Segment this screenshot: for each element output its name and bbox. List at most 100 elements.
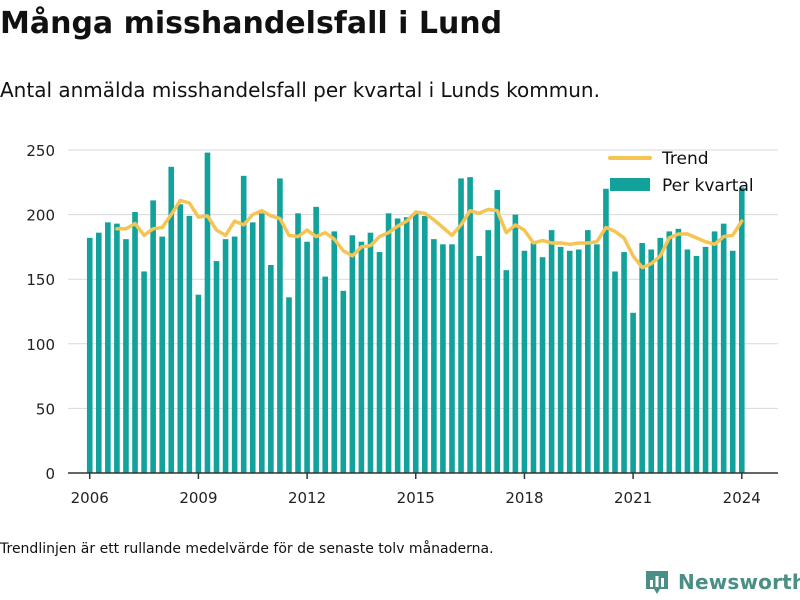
y-tick-label: 0 xyxy=(45,465,55,483)
bar xyxy=(720,223,727,473)
bar xyxy=(630,312,636,473)
bar xyxy=(458,178,464,473)
bar xyxy=(548,230,555,473)
legend: Trend Per kvartal xyxy=(608,149,754,196)
bar xyxy=(258,213,265,474)
y-tick-label: 200 xyxy=(26,207,55,225)
bar xyxy=(132,212,138,474)
bar xyxy=(494,190,501,473)
y-tick-label: 100 xyxy=(26,336,55,354)
bar xyxy=(693,255,700,473)
bar xyxy=(711,231,718,473)
bar xyxy=(286,297,292,473)
x-tick-label: 2024 xyxy=(723,489,761,507)
bar xyxy=(476,255,482,473)
x-tick-label: 2006 xyxy=(71,489,109,507)
x-tick-label: 2015 xyxy=(397,489,435,507)
chart: 0 50 100 150 200 250 2006 2009 2012 2015 2018 2021 2… xyxy=(26,142,778,507)
bar xyxy=(648,249,655,473)
trend-line xyxy=(115,198,744,270)
x-tick-label: 2018 xyxy=(505,489,543,507)
bar xyxy=(612,271,618,473)
bar xyxy=(394,218,401,473)
bar xyxy=(702,246,709,473)
bar xyxy=(431,239,437,473)
bar xyxy=(594,244,600,473)
x-tick-label: 2009 xyxy=(179,489,217,507)
footnote: Trendlinjen är ett rullande medelvärde f… xyxy=(0,541,494,557)
bar xyxy=(331,231,338,473)
bar xyxy=(539,257,546,473)
bar xyxy=(340,290,347,473)
newsworthy-logo: Newsworthy xyxy=(644,568,800,596)
bar xyxy=(123,239,129,473)
y-tick-label: 150 xyxy=(26,271,55,289)
bar xyxy=(585,230,591,473)
bar xyxy=(358,241,365,473)
bar xyxy=(503,270,510,473)
page-title: Många misshandelsfall i Lund xyxy=(0,6,503,41)
axes: 0 50 100 150 200 250 2006 2009 2012 2015 2018 2021 2… xyxy=(26,142,778,507)
bar xyxy=(422,215,428,473)
bar-chart-logo-icon xyxy=(646,571,668,594)
brand-name: Newsworthy xyxy=(678,570,800,594)
bar xyxy=(195,294,202,473)
bar xyxy=(621,252,627,473)
bar xyxy=(684,249,691,473)
trend-series xyxy=(115,198,744,270)
bar xyxy=(485,230,492,473)
bar xyxy=(177,204,184,473)
bar xyxy=(385,213,392,474)
bar xyxy=(159,236,165,473)
bar xyxy=(222,239,229,473)
y-tick-label: 50 xyxy=(36,400,55,418)
bar xyxy=(603,188,609,473)
bar xyxy=(729,250,736,473)
legend-per-kvartal-swatch xyxy=(610,178,650,191)
bar xyxy=(449,244,455,473)
bar xyxy=(105,222,111,473)
bar xyxy=(295,213,301,474)
bar xyxy=(186,215,193,473)
bar xyxy=(268,264,274,473)
legend-per-kvartal-label: Per kvartal xyxy=(662,176,754,196)
bar xyxy=(249,222,256,473)
bar xyxy=(666,231,673,473)
legend-trend-label: Trend xyxy=(661,149,709,169)
bar xyxy=(114,223,120,473)
bar xyxy=(95,232,102,473)
bar xyxy=(150,200,156,473)
bar xyxy=(204,152,211,474)
bar xyxy=(376,252,383,473)
bar xyxy=(277,178,283,473)
bar xyxy=(657,237,664,473)
bar xyxy=(231,236,238,473)
bar xyxy=(86,237,93,473)
bar xyxy=(412,213,419,474)
bar xyxy=(639,243,645,473)
bar xyxy=(738,187,745,473)
bar xyxy=(675,228,682,473)
y-tick-label: 250 xyxy=(26,142,55,160)
bar xyxy=(566,250,573,473)
bar xyxy=(168,166,175,473)
bar xyxy=(575,249,582,473)
bar xyxy=(403,217,410,473)
bar xyxy=(467,177,473,473)
bar xyxy=(530,243,537,473)
bar xyxy=(322,276,329,473)
bar xyxy=(521,250,528,473)
bar xyxy=(141,271,147,473)
chart-subtitle: Antal anmälda misshandelsfall per kvarta… xyxy=(0,78,600,102)
bar xyxy=(512,214,519,473)
bar xyxy=(313,206,319,473)
x-tick-label: 2021 xyxy=(614,489,652,507)
bars-per-kvartal xyxy=(86,152,745,474)
bar xyxy=(240,175,247,473)
bar xyxy=(557,246,564,473)
bar xyxy=(213,261,220,473)
bar xyxy=(367,232,374,473)
bar xyxy=(304,241,310,473)
bar xyxy=(440,244,446,473)
x-tick-label: 2012 xyxy=(288,489,326,507)
